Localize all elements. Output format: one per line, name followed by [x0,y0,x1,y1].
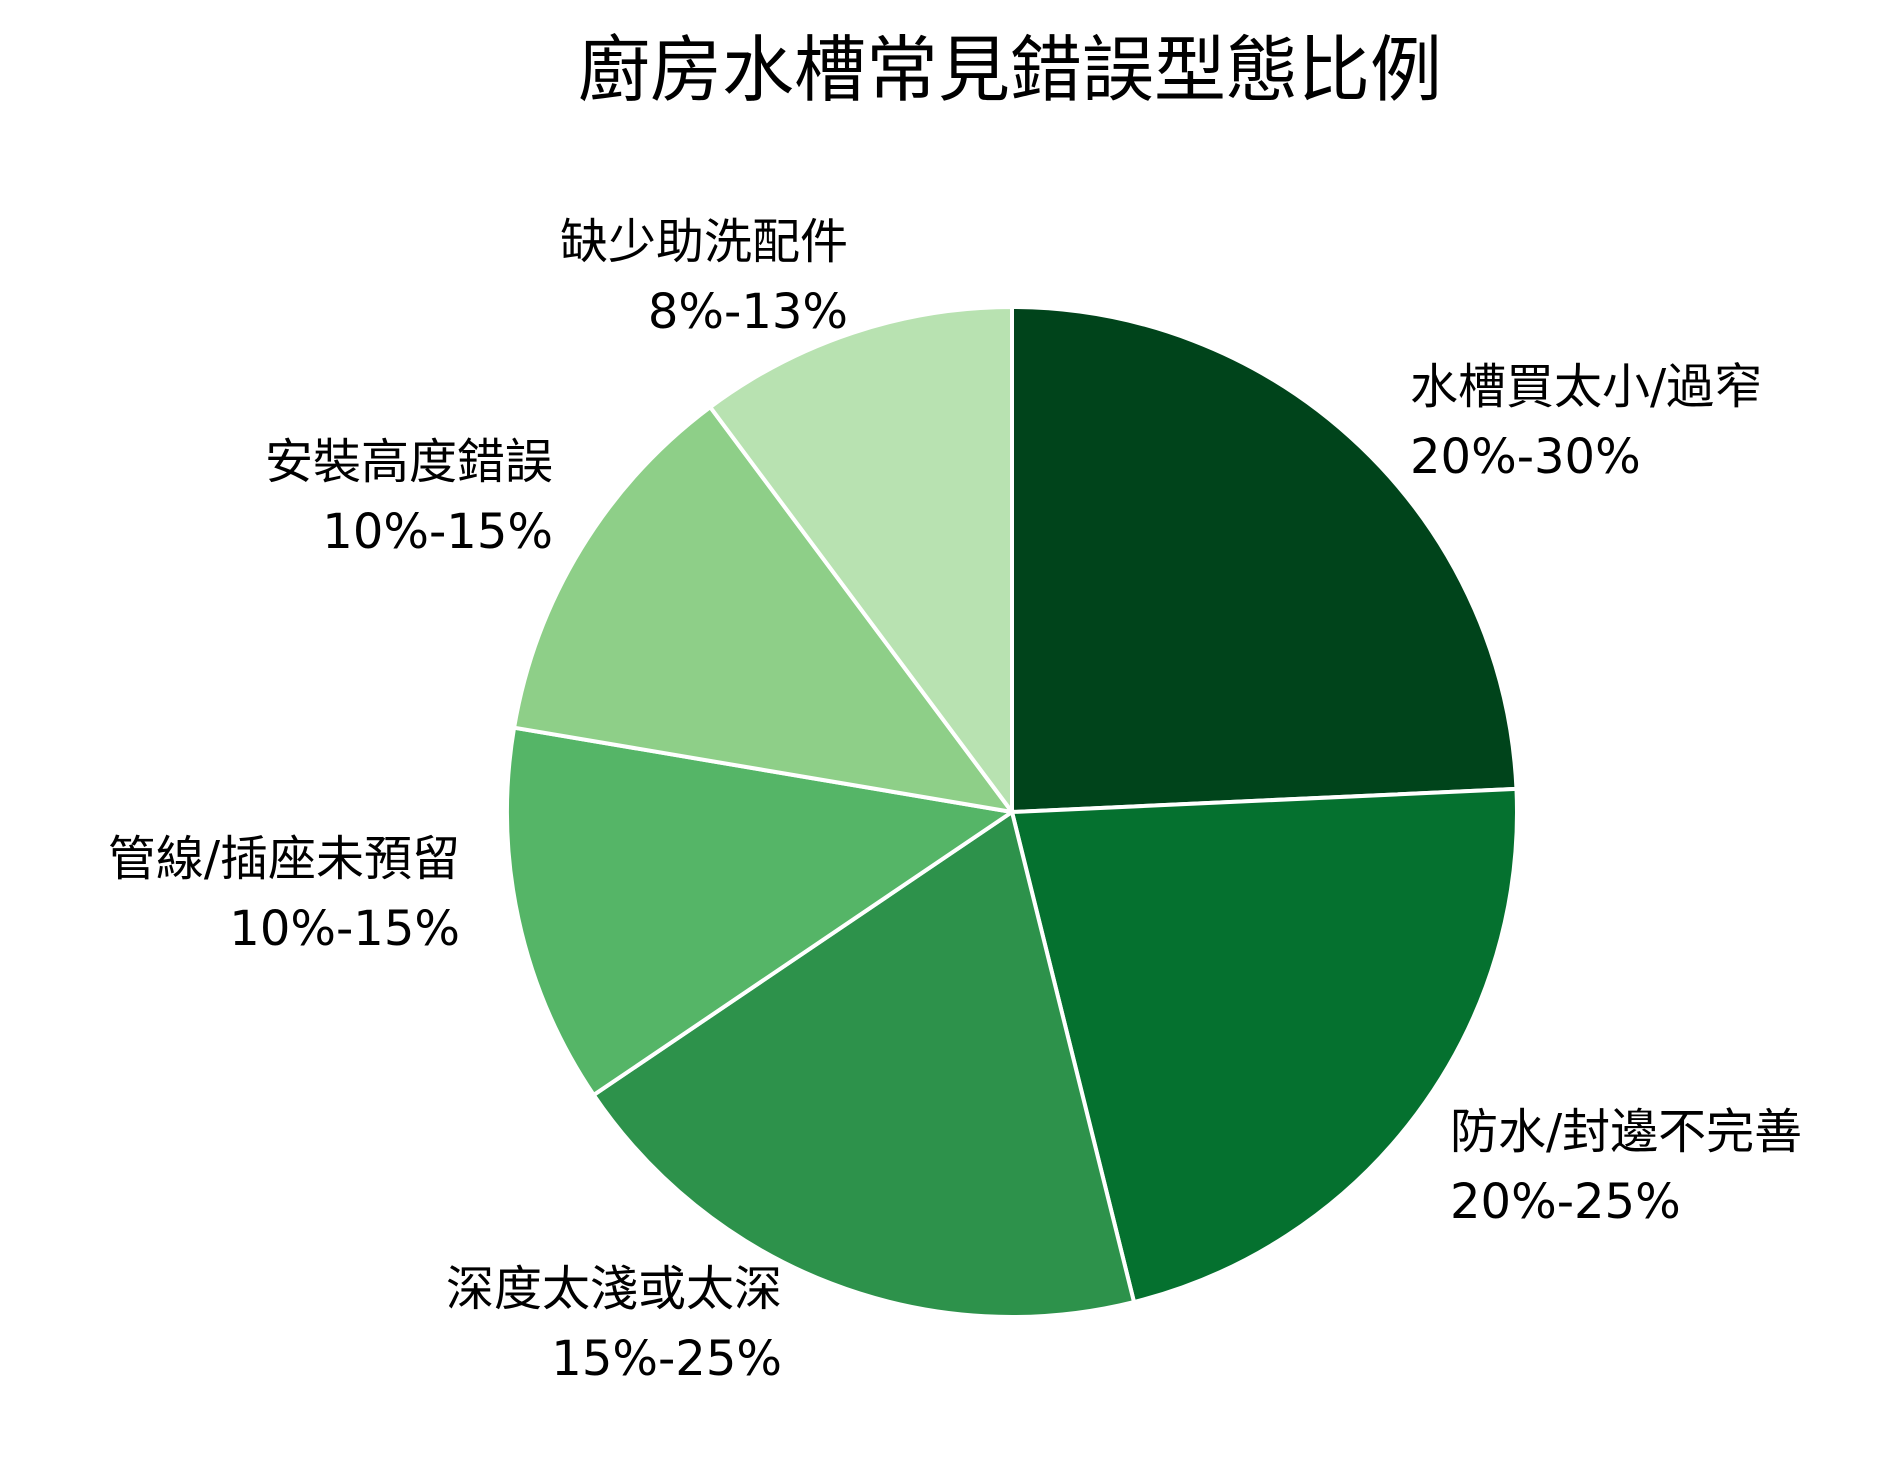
pie-slices [505,305,1519,1319]
pie-slice-1 [1010,305,1519,814]
slice-label-2: 防水/封邊不完善 [1450,1104,1802,1160]
slice-label-4: 管線/插座未預留 [108,831,460,887]
slice-label-5: 安裝高度錯誤 [265,434,553,490]
slice-range-3: 15%-25% [551,1331,782,1387]
slice-range-5: 10%-15% [322,504,553,560]
pie-slice-4 [505,725,1014,1097]
slice-range-6: 8%-13% [648,284,848,340]
pie-slice-2 [1010,786,1519,1305]
pie-labels: 水槽買太小/過窄 20%-30% 防水/封邊不完善 20%-25% 深度太淺或太深 15%… [108,214,1802,1387]
slice-label-1: 水槽買太小/過窄 [1410,359,1762,415]
pie-slice-5 [512,405,1014,814]
slice-range-4: 10%-15% [229,901,460,957]
chart-title: 廚房水槽常見錯誤型態比例 [578,28,1442,112]
slice-range-1: 20%-30% [1410,429,1641,485]
pie-slice-3 [591,810,1136,1319]
slice-label-3: 深度太淺或太深 [446,1261,782,1317]
pie-slice-6 [708,305,1014,814]
slice-range-2: 20%-25% [1450,1174,1681,1230]
slice-label-6: 缺少助洗配件 [560,214,848,270]
